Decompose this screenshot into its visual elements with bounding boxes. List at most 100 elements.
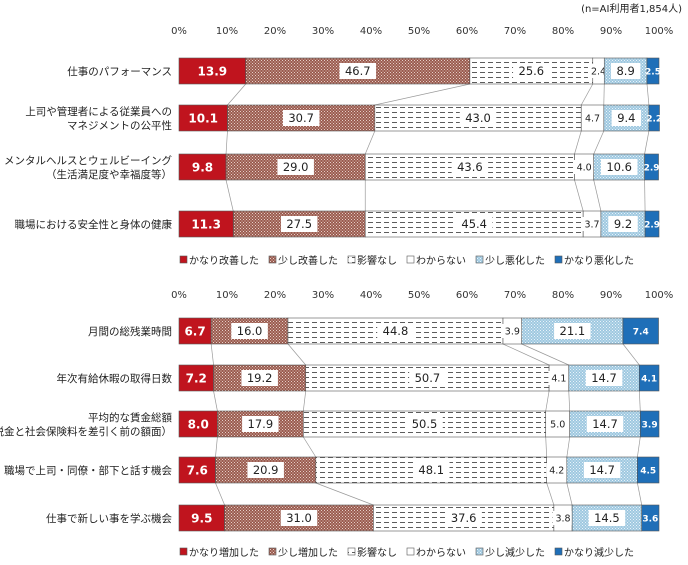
connector-line bbox=[547, 483, 554, 505]
legend-swatch bbox=[476, 256, 483, 263]
legend-swatch bbox=[555, 548, 562, 555]
data-label: 2.9 bbox=[644, 221, 660, 231]
tick-label: 20% bbox=[264, 26, 286, 37]
data-label: 37.6 bbox=[451, 511, 477, 525]
data-label: 11.3 bbox=[191, 218, 221, 232]
data-label: 43.6 bbox=[457, 160, 483, 174]
connector-line bbox=[303, 391, 305, 411]
category-label: （生活満足度や幸福度等） bbox=[46, 168, 172, 181]
data-label: 2.2 bbox=[646, 115, 662, 125]
connector-line bbox=[546, 391, 549, 411]
legend-label: 少し増加した bbox=[278, 546, 338, 559]
tick-label: 0% bbox=[171, 290, 187, 301]
data-label: 6.7 bbox=[184, 325, 205, 339]
data-label: 31.0 bbox=[286, 511, 312, 525]
data-label: 50.7 bbox=[415, 371, 441, 385]
connector-line bbox=[575, 180, 584, 211]
category-label: （税金と社会保険料を差引く前の額面） bbox=[0, 425, 172, 438]
connector-line bbox=[623, 344, 639, 365]
legend: かなり増加した少し増加した影響なしわからない少し減少したかなり減少した bbox=[180, 546, 634, 559]
connector-line bbox=[647, 84, 649, 105]
legend-label: 影響なし bbox=[357, 254, 397, 267]
connector-line bbox=[594, 131, 604, 154]
connector-line bbox=[214, 391, 218, 411]
tick-label: 50% bbox=[408, 26, 430, 37]
data-label: 3.7 bbox=[584, 220, 599, 231]
legend-swatch bbox=[555, 256, 562, 263]
tick-label: 70% bbox=[504, 290, 526, 301]
category-label: 平均的な賃金総額 bbox=[88, 411, 172, 424]
data-label: 4.1 bbox=[641, 375, 657, 385]
tick-label: 80% bbox=[552, 26, 574, 37]
legend-label: 影響なし bbox=[357, 546, 397, 559]
connector-line bbox=[637, 437, 640, 457]
connector-line bbox=[365, 131, 375, 154]
data-label: 29.0 bbox=[283, 160, 309, 174]
connector-line bbox=[227, 84, 245, 105]
data-label: 7.2 bbox=[186, 372, 207, 386]
data-label: 7.6 bbox=[187, 464, 208, 478]
tick-label: 30% bbox=[312, 26, 334, 37]
data-label: 17.9 bbox=[248, 417, 274, 431]
legend-label: かなり増加した bbox=[189, 546, 259, 559]
connector-line bbox=[316, 483, 374, 505]
tick-label: 60% bbox=[456, 290, 478, 301]
connector-line bbox=[567, 483, 572, 505]
category-label: 仕事のパフォーマンス bbox=[67, 65, 172, 78]
data-label: 3.9 bbox=[642, 421, 658, 431]
legend-swatch bbox=[180, 256, 187, 263]
connector-line bbox=[226, 131, 227, 154]
chart-1: 0%10%20%30%40%50%60%70%80%90%100%仕事のパフォー… bbox=[4, 26, 673, 267]
data-label: 46.7 bbox=[345, 64, 371, 78]
connector-line bbox=[567, 437, 570, 457]
data-label: 14.7 bbox=[592, 417, 618, 431]
data-label: 3.9 bbox=[505, 327, 520, 338]
data-label: 7.4 bbox=[633, 328, 649, 338]
data-label: 43.0 bbox=[465, 111, 491, 125]
category-label: 職場で上司・同僚・部下と話す機会 bbox=[4, 464, 172, 477]
legend-swatch bbox=[407, 548, 414, 555]
data-label: 21.1 bbox=[560, 324, 586, 338]
tick-label: 80% bbox=[552, 290, 574, 301]
data-label: 8.9 bbox=[616, 64, 634, 78]
data-label: 4.0 bbox=[577, 163, 592, 174]
legend-swatch bbox=[476, 548, 483, 555]
tick-label: 10% bbox=[216, 290, 238, 301]
connector-line bbox=[211, 344, 213, 365]
connector-line bbox=[594, 180, 601, 211]
connector-line bbox=[639, 391, 640, 411]
connector-line bbox=[575, 131, 582, 154]
connector-line bbox=[581, 84, 593, 105]
category-label: 職場における安全性と身体の健康 bbox=[15, 218, 173, 231]
connector-line bbox=[226, 180, 233, 211]
legend-label: かなり悪化した bbox=[564, 254, 634, 267]
legend-swatch bbox=[180, 548, 187, 555]
connector-line bbox=[288, 344, 306, 365]
connector-line bbox=[303, 437, 315, 457]
data-label: 9.4 bbox=[617, 111, 635, 125]
connector-line bbox=[546, 437, 547, 457]
legend-label: 少し減少した bbox=[485, 546, 545, 559]
chart-2: 0%10%20%30%40%50%60%70%80%90%100%月間の総残業時… bbox=[0, 290, 673, 559]
data-label: 2.5 bbox=[645, 68, 661, 78]
data-label: 2.4 bbox=[591, 67, 606, 78]
data-label: 25.6 bbox=[519, 64, 545, 78]
category-label: 月間の総残業時間 bbox=[88, 325, 172, 338]
legend-label: わからない bbox=[416, 255, 466, 267]
data-label: 4.5 bbox=[640, 467, 656, 477]
data-label: 27.5 bbox=[286, 217, 312, 231]
data-label: 30.7 bbox=[288, 111, 314, 125]
data-label: 48.1 bbox=[418, 463, 444, 477]
category-label: メンタルヘルスとウェルビーイング bbox=[4, 154, 172, 167]
tick-label: 100% bbox=[645, 26, 674, 37]
legend-label: 少し改善した bbox=[278, 254, 338, 267]
sample-size-note: (n=AI利用者1,854人) bbox=[581, 0, 682, 15]
legend-swatch bbox=[348, 548, 355, 555]
data-label: 13.9 bbox=[198, 65, 228, 79]
data-label: 8.0 bbox=[188, 418, 209, 432]
legend-swatch bbox=[269, 256, 276, 263]
legend: かなり改善した少し改善した影響なしわからない少し悪化したかなり悪化した bbox=[180, 254, 634, 267]
legend-label: わからない bbox=[416, 547, 466, 559]
connector-line bbox=[215, 483, 224, 505]
